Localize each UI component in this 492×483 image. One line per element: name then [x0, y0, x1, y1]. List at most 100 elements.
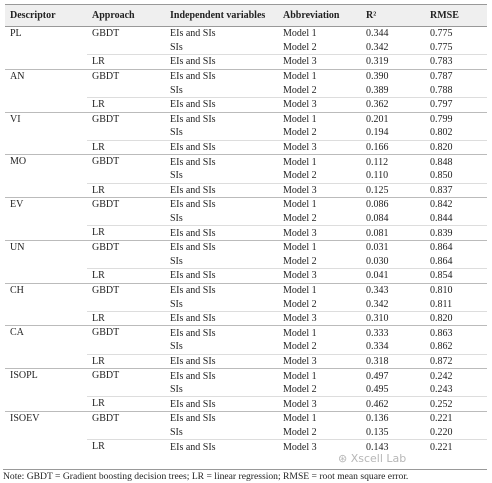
- r2-cell: 0.310: [361, 310, 425, 326]
- abbreviation-cell: Model 2: [283, 84, 317, 96]
- abbreviation-cell: Model 1: [278, 111, 361, 127]
- header-cell: Abbreviation: [278, 4, 361, 27]
- abbreviation-cell: Model 3: [278, 268, 361, 284]
- rmse-cell: 0.783: [425, 54, 487, 70]
- variables-cell: EIs and SIs: [165, 411, 278, 426]
- rmse-cell: 0.775: [430, 41, 453, 53]
- approach-cell: GBDT: [87, 325, 165, 355]
- r2-cell: 0.136: [361, 411, 425, 426]
- rmse-cell: 0.850: [430, 170, 453, 182]
- abbreviation-cell: Model 1: [278, 368, 361, 383]
- abbreviation-cell: Model 1: [278, 411, 361, 426]
- r2-cell: 0.462: [361, 396, 425, 412]
- r2-cell: 0.342: [366, 41, 389, 53]
- abbreviation-cell: Model 1: [278, 282, 361, 298]
- rmse-cell: 0.221: [425, 411, 487, 426]
- r2-cell: 0.086: [361, 197, 425, 212]
- variables-cell: EIs and SIs: [165, 68, 278, 84]
- table-row: LR EIs and SIs Model 3 0.041 0.854: [5, 268, 487, 284]
- r2-cell: 0.497: [361, 368, 425, 383]
- approach-cell: LR: [87, 139, 165, 155]
- abbreviation-cell: Model 3: [278, 225, 361, 241]
- approach-cell: LR: [87, 439, 165, 454]
- r2-cell: 0.333: [361, 325, 425, 341]
- rmse-cell: 0.837: [425, 182, 487, 198]
- variables-cell: SIs: [170, 213, 183, 225]
- rmse-cell: 0.820: [425, 310, 487, 326]
- table-row: ISOPL GBDT EIs and SIs Model 1 0.497 0.242: [5, 368, 487, 412]
- table-row: SIs Model 2 0.342 0.811: [5, 297, 487, 311]
- variables-cell: SIs: [170, 341, 183, 353]
- header-cell: R²: [361, 4, 425, 27]
- variables-cell: EIs and SIs: [165, 310, 278, 326]
- descriptor-cell: ISOEV: [5, 411, 87, 454]
- abbreviation-cell: Model 2: [283, 213, 317, 225]
- rmse-cell: 0.797: [425, 96, 487, 113]
- watermark: ⊛ Xscell Lab: [338, 452, 407, 465]
- table-row: AN GBDT EIs and SIs Model 1 0.390 0.787: [5, 68, 487, 113]
- approach-cell: GBDT: [87, 197, 165, 226]
- table-row: LR EIs and SIs Model 3 0.143 0.221: [5, 439, 487, 454]
- variables-cell: EIs and SIs: [165, 396, 278, 412]
- variables-cell: EIs and SIs: [165, 25, 278, 41]
- rmse-cell: 0.864: [430, 255, 453, 267]
- variables-cell: EIs and SIs: [165, 268, 278, 284]
- rmse-cell: 0.842: [425, 197, 487, 212]
- approach-cell: GBDT: [87, 68, 165, 98]
- variables-cell: EIs and SIs: [165, 368, 278, 383]
- approach-cell: GBDT: [87, 411, 165, 440]
- rmse-cell: 0.787: [425, 68, 487, 84]
- r2-cell: 0.318: [361, 353, 425, 369]
- rmse-cell: 0.788: [430, 84, 453, 96]
- table-row: SIs Model 2 0.194 0.802: [5, 126, 487, 140]
- variables-cell: EIs and SIs: [165, 54, 278, 70]
- r2-cell: 0.166: [361, 139, 425, 155]
- table-row: SIs Model 2 0.389 0.788: [5, 83, 487, 97]
- r2-cell: 0.125: [361, 182, 425, 198]
- table-row: MO GBDT EIs and SIs Model 1 0.112 0.848: [5, 154, 487, 198]
- abbreviation-cell: Model 1: [278, 154, 361, 169]
- table-row: LR EIs and SIs Model 3 0.310 0.820: [5, 310, 487, 326]
- table-row: SIs Model 2 0.495 0.243: [5, 383, 487, 397]
- table-row: CA GBDT EIs and SIs Model 1 0.333 0.863: [5, 325, 487, 369]
- rmse-cell: 0.811: [430, 298, 453, 310]
- variables-cell: SIs: [170, 255, 183, 267]
- variables-cell: EIs and SIs: [165, 439, 278, 454]
- table-row: SIs Model 2 0.110 0.850: [5, 169, 487, 183]
- r2-cell: 0.112: [361, 154, 425, 169]
- abbreviation-cell: Model 3: [278, 96, 361, 113]
- table-row: CH GBDT EIs and SIs Model 1 0.343 0.810: [5, 282, 487, 326]
- abbreviation-cell: Model 2: [283, 298, 317, 310]
- rmse-cell: 0.252: [425, 396, 487, 412]
- rmse-cell: 0.810: [425, 282, 487, 298]
- r2-cell: 0.135: [366, 426, 389, 438]
- rmse-cell: 0.864: [425, 239, 487, 255]
- abbreviation-cell: Model 1: [278, 239, 361, 255]
- descriptor-cell: ISOPL: [5, 368, 87, 412]
- approach-cell: GBDT: [87, 111, 165, 141]
- descriptor-cell: EV: [5, 197, 87, 241]
- variables-cell: SIs: [170, 426, 183, 438]
- rmse-cell: 0.863: [425, 325, 487, 341]
- r2-cell: 0.041: [361, 268, 425, 284]
- table-row: VI GBDT EIs and SIs Model 1 0.201 0.799: [5, 111, 487, 155]
- r2-cell: 0.143: [361, 439, 425, 454]
- r2-cell: 0.084: [366, 213, 389, 225]
- r2-cell: 0.362: [361, 96, 425, 113]
- r2-cell: 0.081: [361, 225, 425, 241]
- abbreviation-cell: Model 2: [283, 41, 317, 53]
- abbreviation-cell: Model 2: [283, 170, 317, 182]
- table-row: LR EIs and SIs Model 3 0.125 0.837: [5, 182, 487, 198]
- r2-cell: 0.343: [361, 282, 425, 298]
- r2-cell: 0.334: [366, 341, 389, 353]
- variables-cell: SIs: [170, 84, 183, 96]
- table-row: SIs Model 2 0.334 0.862: [5, 340, 487, 354]
- abbreviation-cell: Model 2: [283, 341, 317, 353]
- table-row: SIs Model 2 0.084 0.844: [5, 212, 487, 226]
- table-row: SIs Model 2 0.135 0.220: [5, 426, 487, 440]
- abbreviation-cell: Model 2: [283, 127, 317, 139]
- approach-cell: LR: [87, 54, 165, 70]
- rmse-cell: 0.862: [430, 341, 453, 353]
- rmse-cell: 0.872: [425, 353, 487, 369]
- variables-cell: EIs and SIs: [165, 182, 278, 198]
